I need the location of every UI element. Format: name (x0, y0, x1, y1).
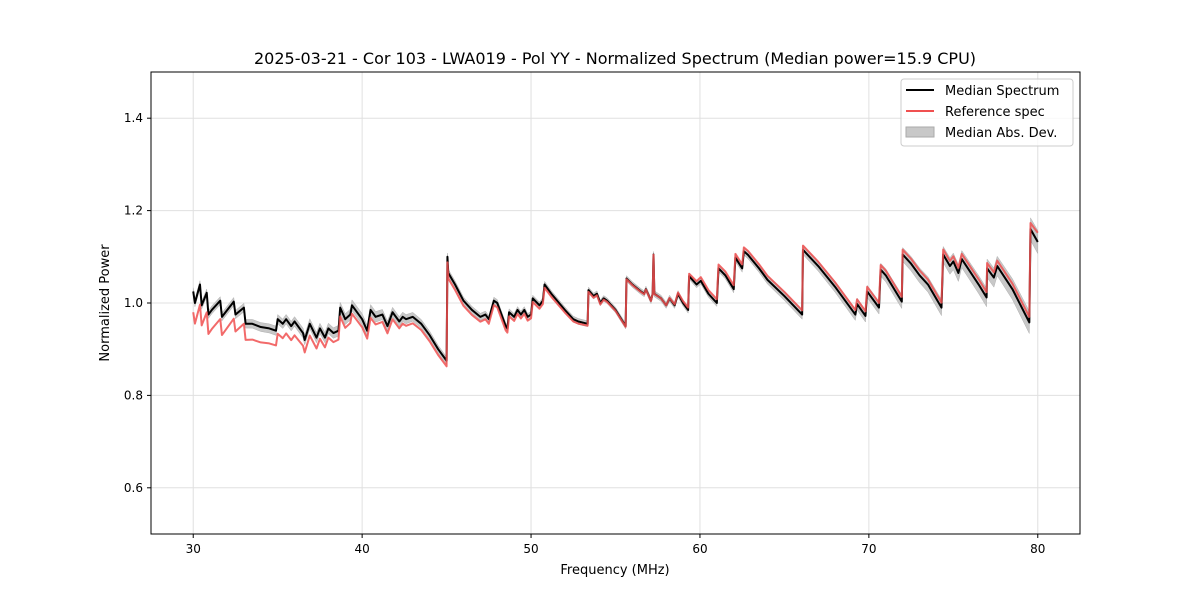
x-tick-label: 30 (186, 542, 201, 556)
x-tick-label: 50 (523, 542, 538, 556)
y-tick-label: 1.0 (124, 296, 143, 310)
plot-area (192, 216, 1039, 368)
x-tick-label: 70 (861, 542, 876, 556)
x-axis-label: Frequency (MHz) (560, 563, 669, 578)
legend-box (900, 78, 1074, 147)
ticks: 30 40 50 60 70 80 0.6 0.8 1.0 1.2 1.4 (124, 111, 1046, 556)
legend-mad-label: Median Abs. Dev. (945, 126, 1057, 141)
y-tick-label: 1.2 (124, 204, 143, 218)
x-tick-label: 40 (354, 542, 369, 556)
x-tick-label: 80 (1030, 542, 1045, 556)
y-tick-label: 0.6 (124, 481, 143, 495)
legend-mad-patch (905, 126, 935, 138)
x-tick-label: 60 (692, 542, 707, 556)
y-tick-label: 0.8 (124, 388, 143, 402)
y-tick-label: 1.4 (124, 111, 143, 125)
y-axis-label: Normalized Power (98, 244, 113, 362)
chart-title: 2025-03-21 - Cor 103 - LWA019 - Pol YY -… (254, 49, 976, 68)
legend-reference-label: Reference spec (945, 105, 1045, 120)
legend: Median Spectrum Reference spec Median Ab… (900, 78, 1074, 147)
reference-spectrum-line (192, 222, 1039, 368)
legend-median-label: Median Spectrum (945, 84, 1059, 99)
